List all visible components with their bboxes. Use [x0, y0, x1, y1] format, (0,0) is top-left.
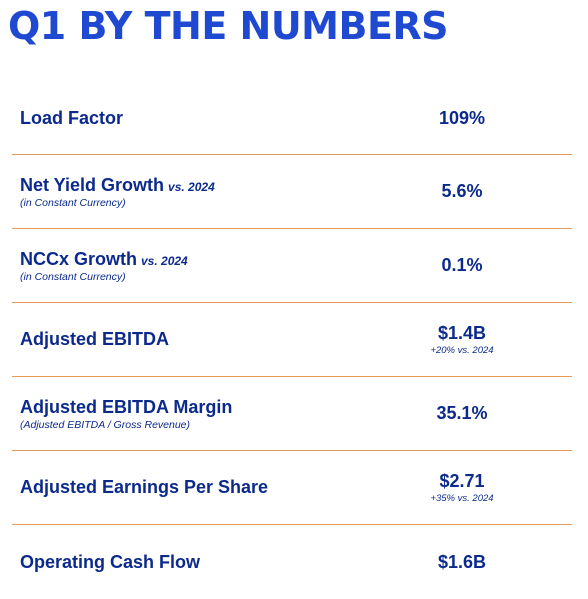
metric-label: Adjusted EBITDA Margin	[20, 396, 233, 417]
metric-label-text: Net Yield Growth	[20, 174, 165, 195]
metric-label-text: NCCx Growth	[20, 248, 137, 269]
metric-subvalue: +20% vs. 2024	[430, 345, 494, 356]
metric-value: $1.4B	[437, 323, 487, 343]
metric-row-operating-cash-flow: Operating Cash Flow $1.6B	[12, 525, 572, 599]
metric-note: (Adjusted EBITDA / Gross Revenue)	[20, 418, 191, 431]
metrics-table: Load Factor 109% Net Yield Growth vs. 202…	[12, 82, 572, 599]
metric-label: Adjusted EBITDA	[20, 329, 170, 349]
metric-value: $1.6B	[437, 551, 487, 572]
metric-qualifier: vs. 2024	[168, 179, 215, 194]
metric-qualifier: vs. 2024	[141, 253, 188, 268]
metric-value: $2.71	[439, 471, 485, 491]
metric-row-adjusted-eps: Adjusted Earnings Per Share $2.71 +35% v…	[12, 451, 572, 525]
metric-label: Adjusted Earnings Per Share	[20, 477, 269, 497]
metric-row-adjusted-ebitda: Adjusted EBITDA $1.4B +20% vs. 2024	[12, 303, 572, 377]
metric-note: (in Constant Currency)	[20, 196, 126, 209]
metric-value: 109%	[438, 107, 486, 128]
metric-label: Net Yield Growth vs. 2024	[20, 175, 215, 196]
metric-value: 0.1%	[441, 255, 483, 275]
metric-value: 5.6%	[441, 181, 483, 201]
metric-label: Operating Cash Flow	[20, 551, 201, 572]
metric-label: NCCx Growth vs. 2024	[20, 249, 188, 270]
metric-label: Load Factor	[20, 107, 124, 128]
metric-row-adjusted-ebitda-margin: Adjusted EBITDA Margin (Adjusted EBITDA …	[12, 377, 572, 451]
metric-row-load-factor: Load Factor 109%	[12, 82, 572, 155]
metric-row-nccx-growth: NCCx Growth vs. 2024 (in Constant Currenc…	[12, 229, 572, 303]
metric-subvalue: +35% vs. 2024	[430, 493, 494, 504]
metric-value: 35.1%	[436, 403, 488, 423]
page-title: Q1 BY THE NUMBERS	[8, 4, 449, 48]
metric-row-net-yield-growth: Net Yield Growth vs. 2024 (in Constant Cu…	[12, 155, 572, 229]
metric-note: (in Constant Currency)	[20, 270, 126, 283]
